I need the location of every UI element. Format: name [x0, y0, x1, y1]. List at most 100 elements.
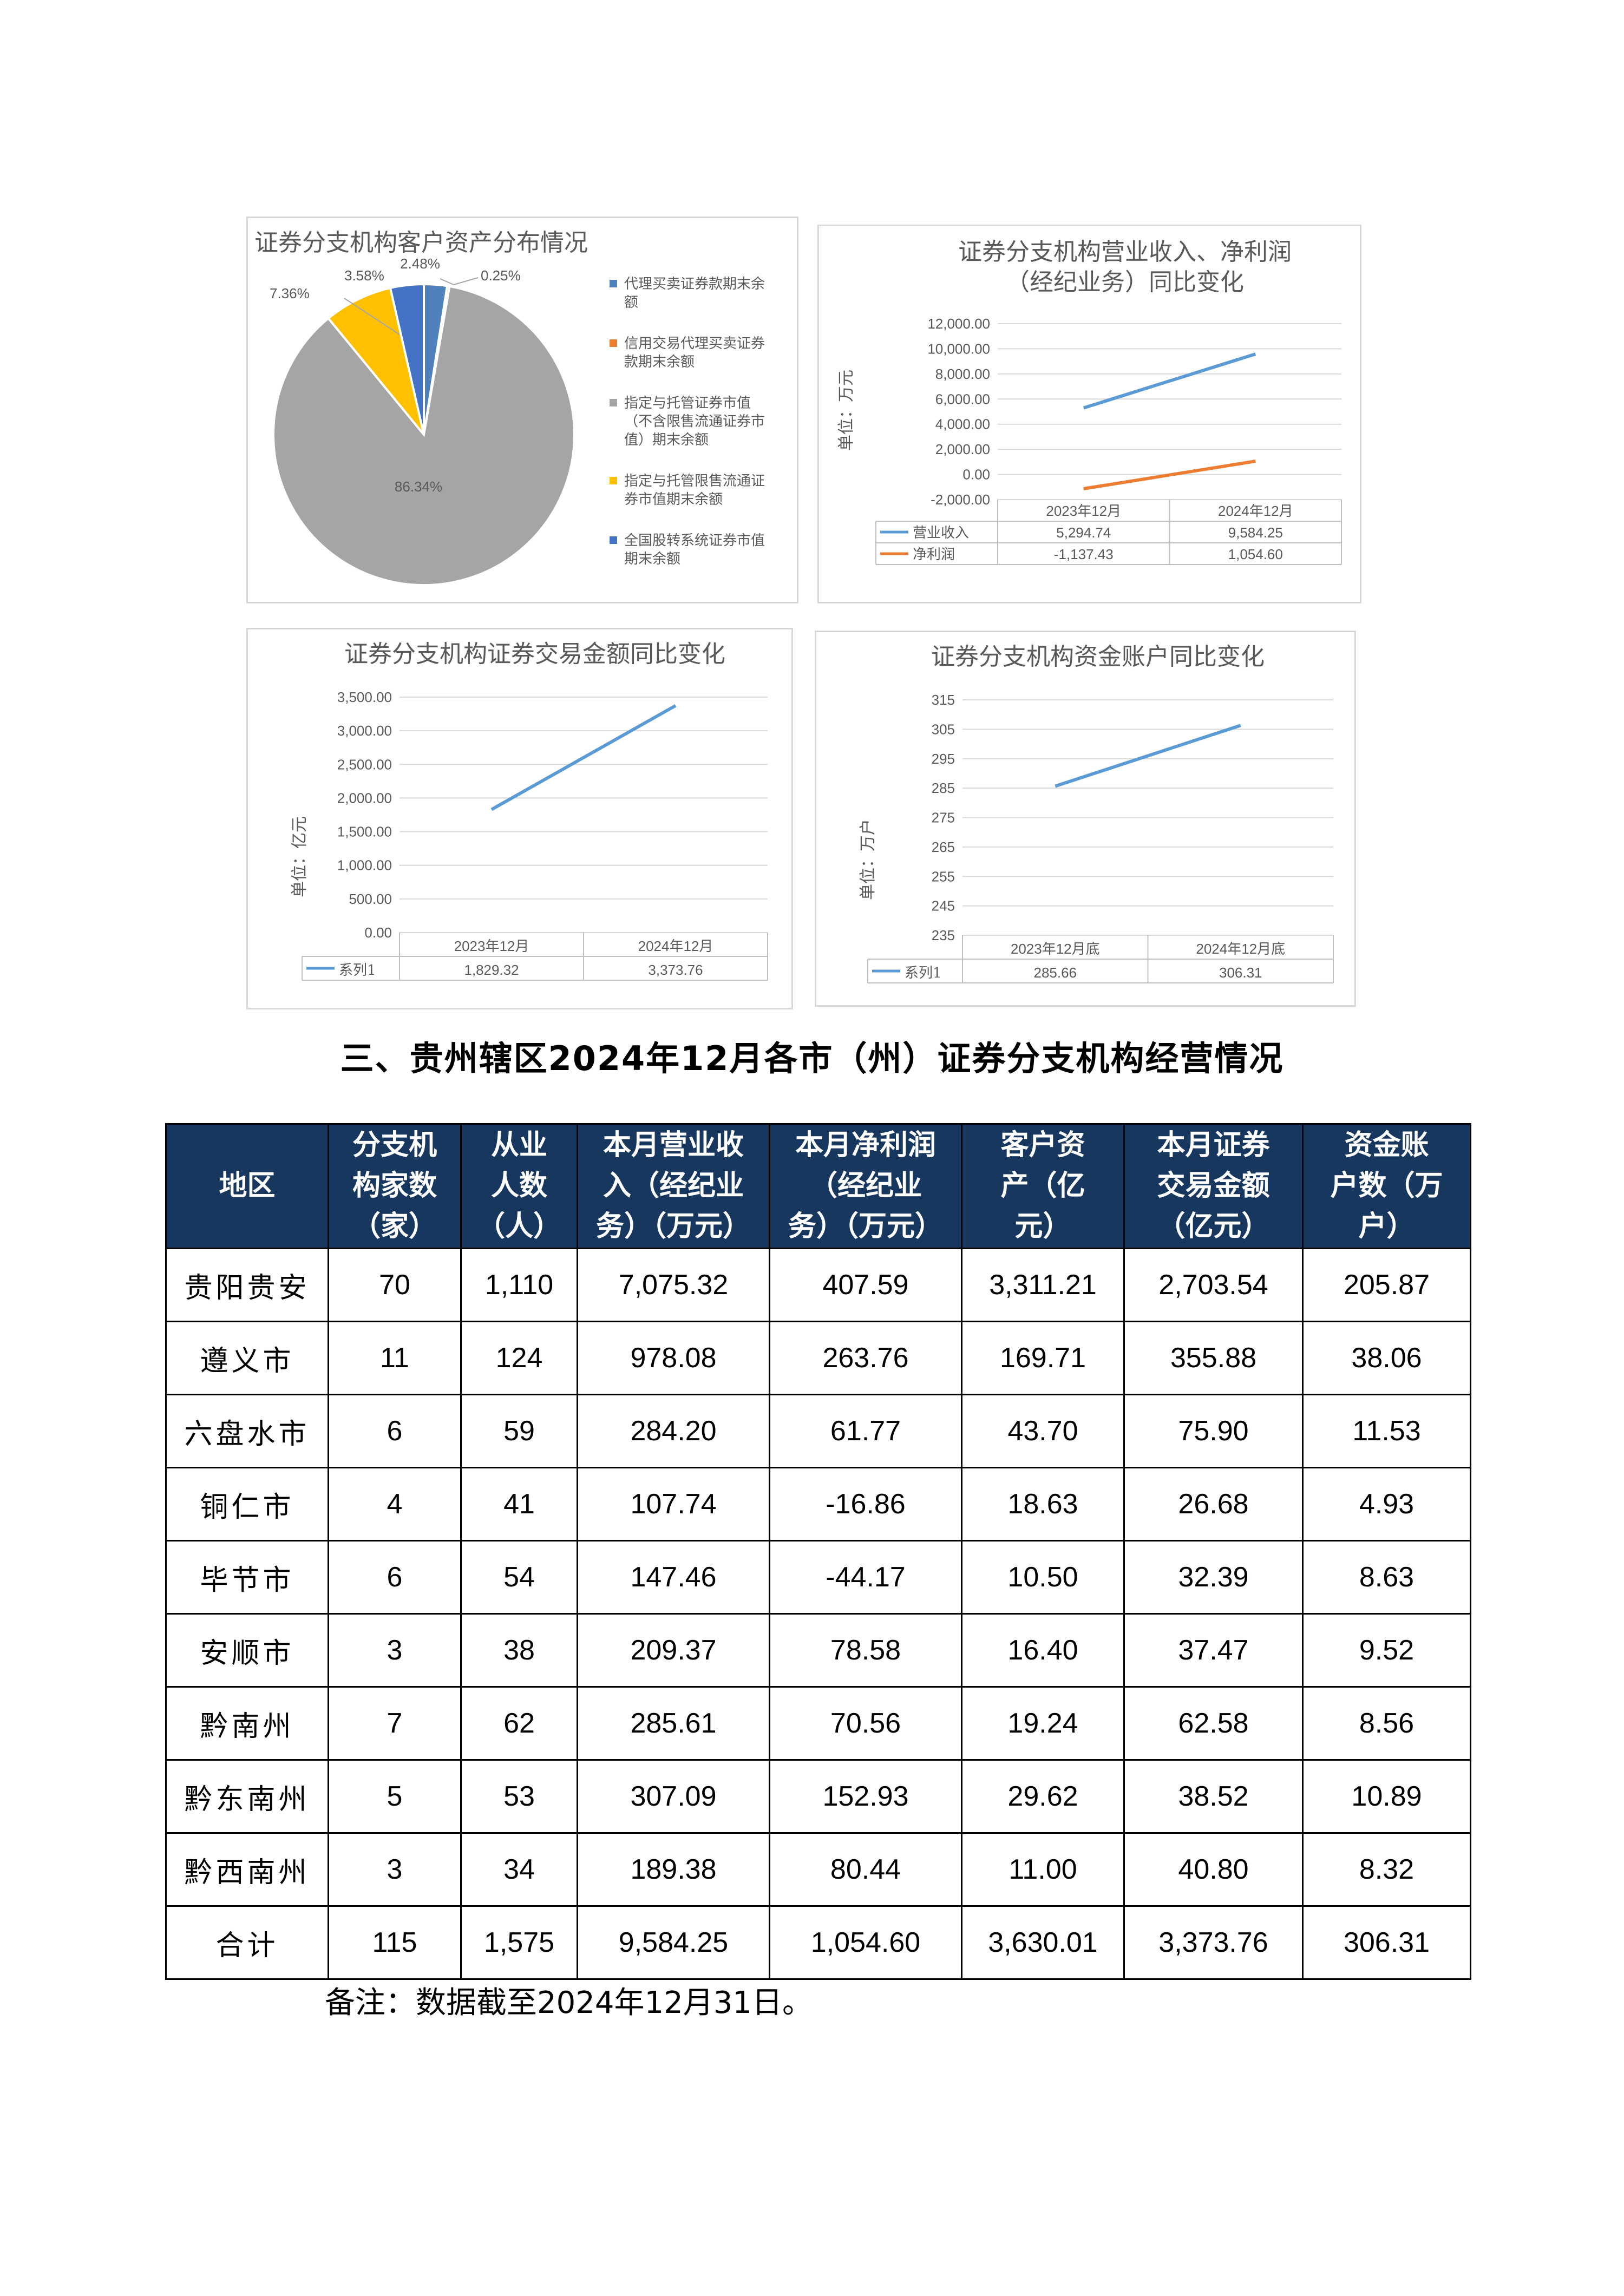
- y-tick-label: 245: [932, 898, 955, 914]
- value-cell: 307.09: [577, 1759, 770, 1834]
- legend-swatch: [610, 280, 617, 287]
- column-header-line: 人数: [490, 1170, 547, 1202]
- value-cell: 8.32: [1302, 1832, 1471, 1907]
- column-header-line: 元）: [1014, 1210, 1071, 1243]
- legend-label: 款期末余额: [624, 354, 695, 370]
- trading-chart-panel: 证券分支机构证券交易金额同比变化 单位：亿元 0.00 500.00 1,000.00 1…: [246, 628, 793, 1009]
- y-tick-label: 0.00: [364, 924, 392, 941]
- column-header-line: 分支机: [352, 1129, 437, 1162]
- value-cell: 7: [328, 1686, 462, 1761]
- column-header: 本月营业收 入（经纪业 务）（万元）: [577, 1123, 770, 1249]
- region-cell: 毕节市: [165, 1540, 329, 1615]
- column-header-line: 交易金额: [1157, 1170, 1270, 1202]
- legend-swatch: [610, 477, 617, 484]
- legend-swatch: [610, 536, 617, 544]
- table-row: 六盘水市 6 59 284.20 61.77 43.70 75.90 11.53: [165, 1394, 1471, 1468]
- value-cell: 3: [328, 1832, 462, 1907]
- y-tick-label: 6,000.00: [935, 391, 990, 407]
- data-table-value: 1,054.60: [1228, 546, 1283, 562]
- table-row: 毕节市 6 54 147.46 -44.17 10.50 32.39 8.63: [165, 1540, 1471, 1615]
- leader-line: [440, 278, 454, 285]
- table-row: 安顺市 3 38 209.37 78.58 16.40 37.47 9.52: [165, 1613, 1471, 1688]
- series-line: [1083, 352, 1256, 410]
- value-cell: 9.52: [1302, 1613, 1471, 1688]
- y-tick-label: 235: [932, 927, 955, 943]
- column-header-line: 户）: [1358, 1210, 1415, 1243]
- column-header-line: 本月净利润: [795, 1129, 936, 1162]
- value-cell: 70.56: [769, 1686, 962, 1761]
- value-cell: 9,584.25: [577, 1905, 770, 1980]
- y-tick-label: 295: [932, 751, 955, 767]
- value-cell: 8.56: [1302, 1686, 1471, 1761]
- column-header-line: （人）: [476, 1210, 561, 1243]
- value-cell: 59: [460, 1394, 578, 1468]
- value-cell: 1,110: [460, 1248, 578, 1322]
- series-name: 系列1: [339, 962, 376, 979]
- y-tick-label: 275: [932, 810, 955, 826]
- value-cell: 26.68: [1123, 1467, 1304, 1541]
- table-row: 合计 115 1,575 9,584.25 1,054.60 3,630.01 3,373.…: [165, 1905, 1471, 1980]
- value-cell: 3,311.21: [961, 1248, 1125, 1322]
- column-header-line: 构家数: [352, 1170, 437, 1202]
- slice-data-label: 0.25%: [481, 267, 521, 284]
- pie-chart-panel: 证券分支机构客户资产分布情况 2.48% 0.25% 86.34% 7.36% 3.58%…: [246, 217, 798, 603]
- column-header-line: 户数（万: [1330, 1170, 1443, 1202]
- data-table-value: 285.66: [1033, 965, 1077, 981]
- legend-swatch: [610, 399, 617, 406]
- value-cell: 18.63: [961, 1467, 1125, 1541]
- legend-label: 信用交易代理买卖证券: [624, 336, 765, 352]
- slice-data-label: 7.36%: [270, 285, 310, 301]
- data-table-value: 306.31: [1219, 965, 1262, 981]
- column-header: 客户资 产（亿 元）: [961, 1123, 1125, 1249]
- table-row: 黔西南州 3 34 189.38 80.44 11.00 40.80 8.32: [165, 1832, 1471, 1907]
- x-category-label: 2023年12月: [454, 938, 529, 954]
- region-cell: 黔西南州: [165, 1832, 329, 1907]
- value-cell: 54: [460, 1540, 578, 1615]
- value-cell: 306.31: [1302, 1905, 1471, 1980]
- value-cell: 62.58: [1123, 1686, 1304, 1761]
- data-table-value: -1,137.43: [1054, 546, 1114, 562]
- legend-label: 券市值期末余额: [624, 491, 723, 508]
- region-cell: 合计: [165, 1905, 329, 1980]
- y-tick-label: 500.00: [349, 891, 392, 907]
- footnote: 备注：数据截至2024年12月31日。: [325, 1985, 813, 2021]
- x-category-label: 2024年12月底: [1196, 941, 1285, 957]
- value-cell: 38: [460, 1613, 578, 1688]
- x-category-label: 2023年12月: [1046, 503, 1121, 519]
- y-tick-label: 3,500.00: [337, 689, 392, 705]
- y-tick-label: 285: [932, 780, 955, 796]
- data-table-value: 1,829.32: [464, 962, 519, 978]
- value-cell: 5: [328, 1759, 462, 1834]
- y-tick-label: 315: [932, 692, 955, 708]
- value-cell: 40.80: [1123, 1832, 1304, 1907]
- value-cell: 38.06: [1302, 1321, 1471, 1395]
- value-cell: 11.53: [1302, 1394, 1471, 1468]
- legend-label: 全国股转系统证券市值: [624, 533, 765, 549]
- column-header-line: 本月证券: [1157, 1129, 1270, 1162]
- value-cell: 11: [328, 1321, 462, 1395]
- y-tick-label: 305: [932, 721, 955, 737]
- value-cell: 29.62: [961, 1759, 1125, 1834]
- y-tick-label: 8,000.00: [935, 366, 990, 382]
- y-tick-label: 2,500.00: [337, 756, 392, 772]
- region-cell: 遵义市: [165, 1321, 329, 1395]
- value-cell: 284.20: [577, 1394, 770, 1468]
- x-category-label: 2024年12月: [1218, 503, 1293, 519]
- value-cell: 124: [460, 1321, 578, 1395]
- revenue-chart-panel: 证券分支机构营业收入、净利润 （经纪业务）同比变化 单位：万元 -2,000.00 0.…: [817, 225, 1361, 603]
- value-cell: 209.37: [577, 1613, 770, 1688]
- value-cell: 8.63: [1302, 1540, 1471, 1615]
- chart-title: 证券分支机构客户资产分布情况: [254, 229, 588, 257]
- chart-title: 证券分支机构证券交易金额同比变化: [344, 640, 725, 668]
- series-name: 系列1: [905, 965, 942, 981]
- value-cell: 34: [460, 1832, 578, 1907]
- data-table-value: 3,373.76: [648, 962, 703, 978]
- value-cell: 11.00: [961, 1832, 1125, 1907]
- region-cell: 黔南州: [165, 1686, 329, 1761]
- y-tick-label: 255: [932, 868, 955, 884]
- y-tick-label: 265: [932, 839, 955, 855]
- y-axis-unit-label: 单位：万户: [859, 819, 878, 900]
